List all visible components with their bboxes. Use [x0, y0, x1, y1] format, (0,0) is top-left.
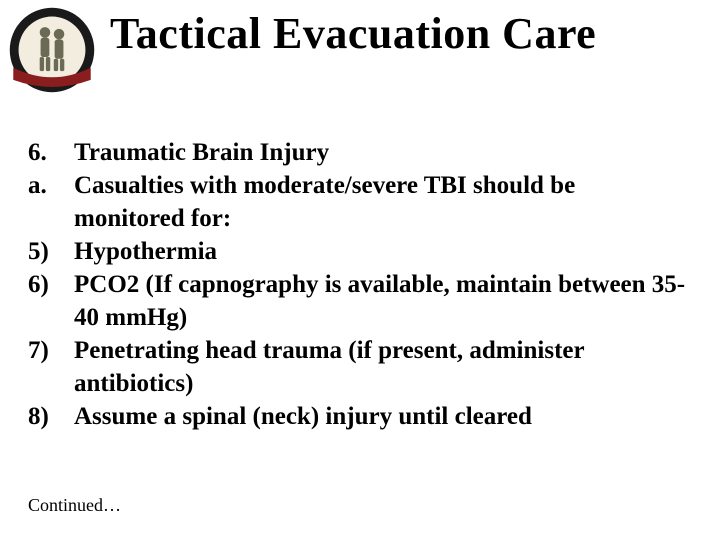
list-item-text: Penetrating head trauma (if present, adm… — [74, 334, 692, 400]
list-item-number: 6) — [28, 268, 74, 334]
section-number: 6. — [28, 136, 74, 169]
list-item-text: Hypothermia — [74, 235, 692, 268]
section-heading: Traumatic Brain Injury — [74, 136, 692, 169]
list-item-number: 5) — [28, 235, 74, 268]
list-item: 5) Hypothermia — [28, 235, 692, 268]
list-item-text: PCO2 (If capnography is available, maint… — [74, 268, 692, 334]
slide-body: 6. Traumatic Brain Injury a. Casualties … — [28, 136, 692, 433]
list-item-number: 7) — [28, 334, 74, 400]
list-item: 6) PCO2 (If capnography is available, ma… — [28, 268, 692, 334]
slide-title: Tactical Evacuation Care — [110, 8, 710, 59]
subitem-text: Casualties with moderate/severe TBI shou… — [74, 169, 692, 235]
section-heading-row: 6. Traumatic Brain Injury — [28, 136, 692, 169]
logo-svg — [8, 6, 96, 94]
slide: Tactical Evacuation Care 6. Traumatic Br… — [0, 0, 720, 540]
continued-label: Continued… — [28, 495, 121, 516]
list-item-number: 8) — [28, 400, 74, 433]
list-item: 7) Penetrating head trauma (if present, … — [28, 334, 692, 400]
subitem-row: a. Casualties with moderate/severe TBI s… — [28, 169, 692, 235]
list-item-text: Assume a spinal (neck) injury until clea… — [74, 400, 692, 433]
list-item: 8) Assume a spinal (neck) injury until c… — [28, 400, 692, 433]
unit-logo — [8, 6, 96, 94]
subitem-letter: a. — [28, 169, 74, 235]
